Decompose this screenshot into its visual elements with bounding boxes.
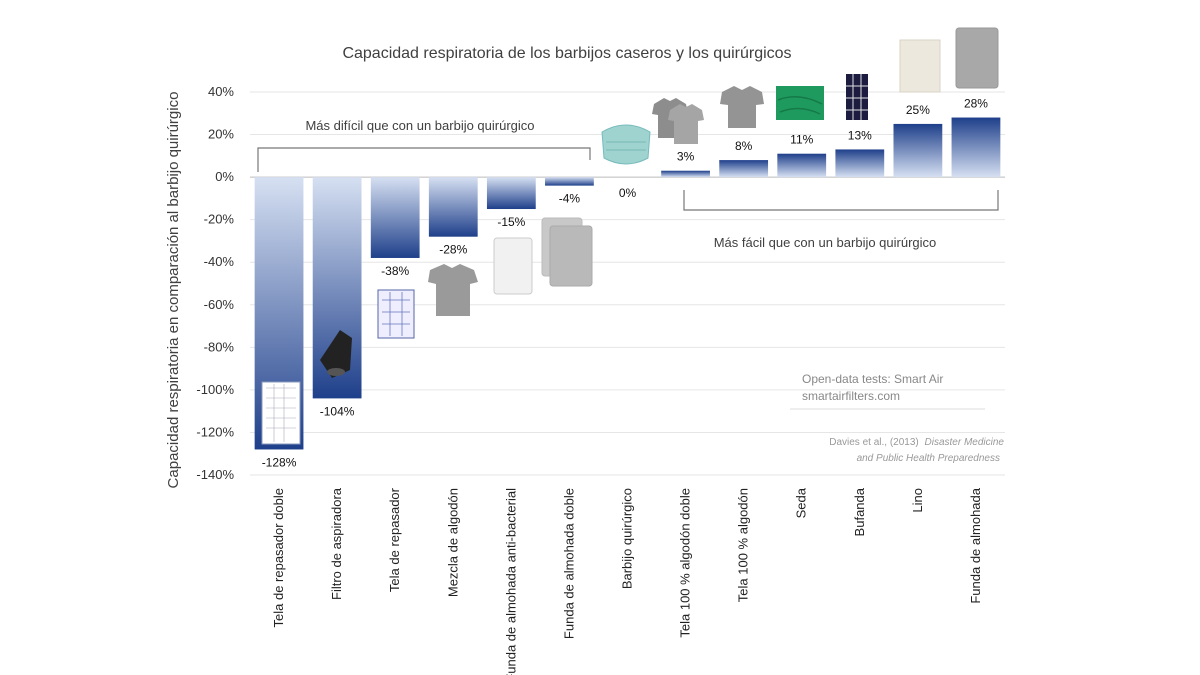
y-tick-label: -20% — [204, 212, 235, 227]
bar — [370, 177, 420, 258]
category-label: Lino — [910, 488, 925, 513]
pillowcase-double-image-front — [549, 225, 593, 287]
data-label: -104% — [320, 404, 355, 418]
data-label: -28% — [439, 243, 467, 257]
y-tick-label: -80% — [204, 339, 235, 354]
bar — [545, 177, 594, 186]
scarf-pattern — [846, 74, 868, 120]
category-label: Filtro de aspiradora — [329, 487, 344, 600]
citation-line-1: Davies et al., (2013) Disaster Medicine — [829, 437, 1004, 448]
y-tick-label: 0% — [215, 169, 234, 184]
silk-folds — [777, 96, 823, 115]
annotation-harder: Más difícil que con un barbijo quirúrgic… — [305, 118, 534, 133]
bar — [835, 149, 885, 178]
category-label: Tela 100 % algodón doble — [678, 488, 693, 638]
source-line-1: Open-data tests: Smart Air — [802, 372, 943, 386]
citation-journal-1: Disaster Medicine — [925, 437, 1005, 448]
linen-image — [899, 39, 941, 93]
data-label: -4% — [559, 192, 581, 206]
bracket-harder — [257, 147, 591, 172]
chart-title: Capacidad respiratoria de los barbijos c… — [342, 45, 791, 62]
category-label: Funda de almohada anti-bacterial — [503, 488, 518, 675]
data-label: -15% — [497, 215, 525, 229]
silk-image — [776, 86, 824, 120]
y-tick-label: 40% — [208, 84, 234, 99]
bar — [777, 153, 827, 178]
dish-towel-double-image — [261, 381, 301, 445]
y-tick-label: 20% — [208, 127, 234, 142]
data-label: 28% — [964, 97, 988, 111]
tshirt-double-image-front — [668, 104, 704, 144]
category-label: Bufanda — [852, 487, 867, 536]
data-label: 8% — [735, 139, 753, 153]
citation-author: Davies et al., (2013) — [829, 437, 919, 448]
y-tick-label: -100% — [196, 382, 234, 397]
bracket-easier — [683, 190, 999, 211]
y-tick-label: -40% — [204, 254, 235, 269]
category-label: Tela de repasador doble — [271, 488, 286, 628]
dish-towel-image — [377, 289, 415, 339]
bar — [661, 170, 710, 178]
surgical-mask-image — [601, 124, 651, 165]
dish-towel-double-pattern — [266, 384, 296, 442]
bar — [428, 177, 478, 237]
vacuum-filter-image — [320, 330, 352, 378]
data-label: 3% — [677, 150, 695, 164]
source-line-2: smartairfilters.com — [802, 389, 900, 403]
product-illustrations — [261, 27, 999, 445]
scarf-image — [846, 74, 868, 120]
bar — [486, 177, 536, 210]
bar — [893, 123, 943, 178]
category-label: Seda — [794, 487, 809, 518]
surgical-mask-pleats — [606, 141, 646, 151]
category-label: Mezcla de algodón — [445, 488, 460, 597]
value-labels: -128% -104% -38% -28% -15% -4% 0% 3% 8% 11% 13% 25%… — [262, 97, 989, 470]
bar — [719, 160, 769, 178]
data-label: 13% — [848, 128, 872, 142]
bar — [951, 117, 1001, 178]
category-label: Funda de almohada — [968, 487, 983, 603]
data-label: 11% — [790, 133, 813, 147]
category-label: Funda de almohada doble — [561, 488, 576, 639]
citation-journal-2: and Public Health Preparedness — [857, 453, 1000, 464]
data-label: -38% — [381, 264, 409, 278]
pillowcase-image — [955, 27, 999, 89]
y-tick-label: -120% — [196, 424, 234, 439]
data-label: 25% — [906, 103, 930, 117]
y-tick-label: -60% — [204, 297, 235, 312]
tshirt-blend-image — [428, 264, 478, 316]
pillowcase-antibacterial-image — [493, 237, 533, 295]
tshirt-single-image — [720, 86, 764, 128]
category-label: Tela de repasador — [387, 487, 402, 592]
y-tick-label: -140% — [196, 467, 234, 482]
data-label: 0% — [619, 186, 637, 200]
y-axis-ticks: 40% 20% 0% -20% -40% -60% -80% -100% -120% -140% — [196, 84, 234, 482]
data-label: -128% — [262, 455, 297, 469]
y-axis-label: Capacidad respiratoria en comparación al… — [165, 92, 182, 489]
annotation-easier: Más fácil que con un barbijo quirúrgico — [714, 235, 937, 250]
dish-towel-pattern — [382, 292, 410, 336]
vacuum-filter-opening — [327, 368, 345, 376]
category-label: Barbijo quirúrgico — [620, 488, 635, 589]
category-labels: Tela de repasador doble Filtro de aspirad… — [271, 487, 983, 675]
category-label: Tela 100 % algodón — [736, 488, 751, 602]
